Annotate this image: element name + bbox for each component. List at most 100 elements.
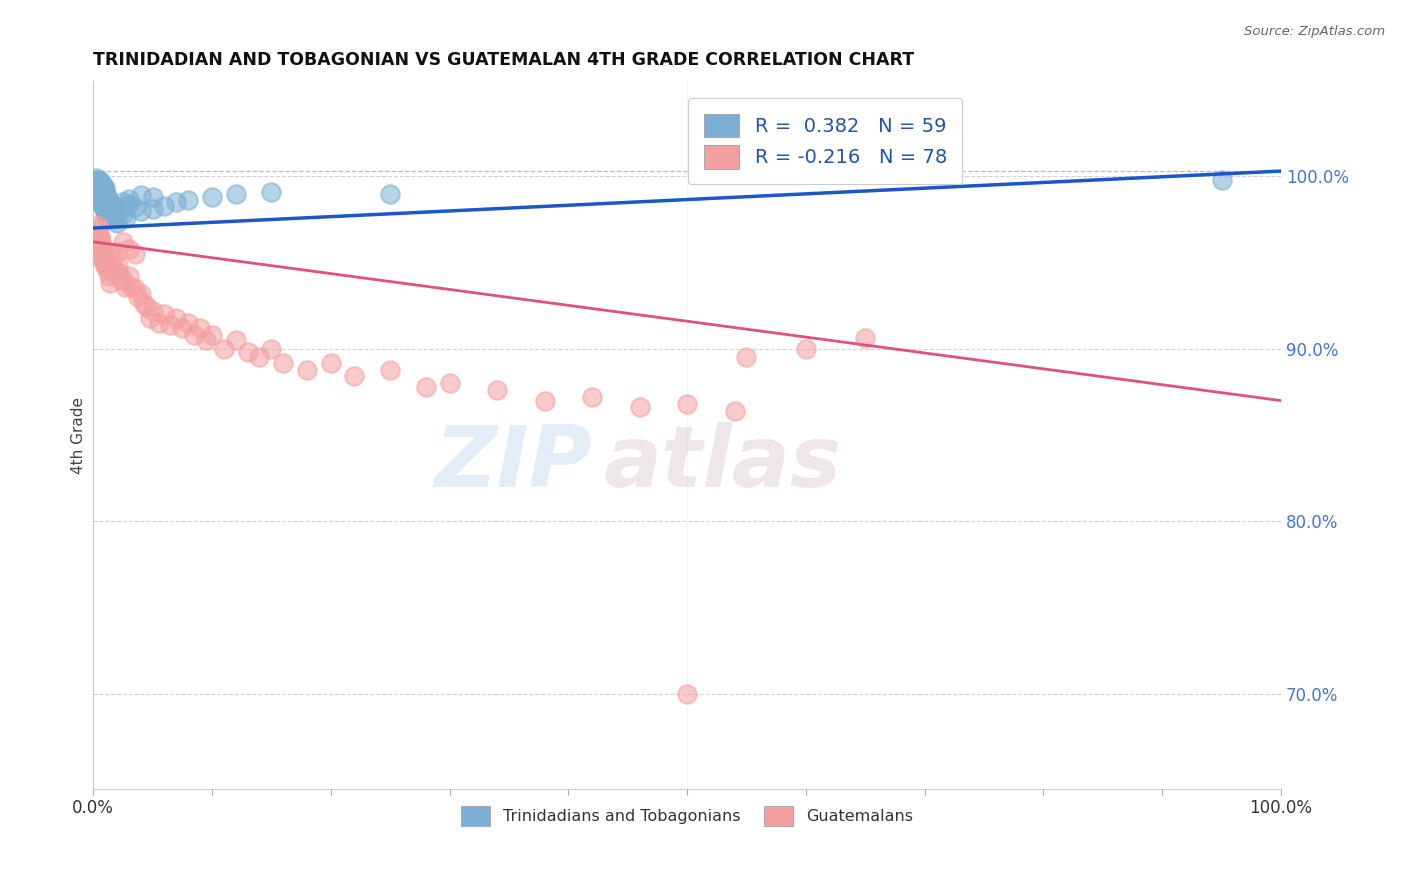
Point: [94, 252, 117, 266]
Point: [439, 376, 461, 391]
Point: [94, 203, 117, 218]
Point: [118, 242, 141, 256]
Point: [90, 197, 112, 211]
Point: [108, 266, 131, 280]
Point: [723, 404, 745, 418]
Point: [120, 279, 142, 293]
Point: [94, 185, 117, 199]
Point: [98, 277, 121, 291]
Point: [86, 242, 108, 256]
Point: [84, 183, 107, 197]
Point: [581, 390, 603, 404]
Point: [134, 297, 156, 311]
Point: [93, 202, 115, 216]
Point: [343, 369, 366, 384]
Point: [127, 290, 149, 304]
Point: [89, 221, 111, 235]
Point: [90, 235, 112, 249]
Point: [87, 190, 110, 204]
Point: [89, 194, 111, 208]
Point: [225, 186, 247, 201]
Point: [177, 316, 200, 330]
Point: [91, 178, 114, 192]
Point: [142, 190, 165, 204]
Point: [533, 393, 555, 408]
Point: [89, 192, 111, 206]
Legend: Trinidadians and Tobagonians, Guatemalans: Trinidadians and Tobagonians, Guatemalan…: [453, 798, 921, 834]
Point: [96, 190, 118, 204]
Point: [96, 207, 118, 221]
Point: [260, 185, 283, 199]
Point: [105, 216, 128, 230]
Point: [111, 195, 134, 210]
Point: [201, 328, 224, 343]
Point: [212, 342, 235, 356]
Point: [124, 281, 146, 295]
Point: [93, 179, 115, 194]
Point: [91, 198, 114, 212]
Point: [165, 310, 187, 325]
Point: [111, 235, 134, 249]
Point: [676, 397, 699, 411]
Point: [103, 266, 125, 280]
Point: [853, 331, 876, 345]
Point: [201, 190, 224, 204]
Point: [97, 194, 120, 208]
Point: [236, 345, 259, 359]
Point: [142, 303, 165, 318]
Point: [378, 186, 401, 201]
Point: [89, 174, 111, 188]
Point: [97, 269, 120, 284]
Point: [87, 225, 110, 239]
Point: [89, 242, 111, 256]
Point: [111, 207, 134, 221]
Point: [84, 174, 107, 188]
Point: [89, 176, 111, 190]
Text: atlas: atlas: [605, 422, 842, 505]
Point: [183, 328, 205, 343]
Point: [86, 186, 108, 201]
Point: [486, 383, 509, 397]
Point: [628, 401, 651, 415]
Point: [89, 238, 111, 252]
Point: [114, 279, 136, 293]
Point: [96, 262, 118, 277]
Point: [108, 203, 131, 218]
Point: [735, 351, 758, 365]
Point: [100, 245, 122, 260]
Point: [90, 179, 112, 194]
Point: [86, 218, 108, 232]
Point: [98, 197, 121, 211]
Point: [103, 259, 125, 273]
Point: [87, 176, 110, 190]
Point: [378, 362, 401, 376]
Point: [415, 380, 437, 394]
Point: [89, 172, 111, 186]
Point: [86, 174, 108, 188]
Point: [90, 242, 112, 256]
Point: [96, 209, 118, 223]
Point: [89, 229, 111, 244]
Point: [100, 212, 122, 227]
Point: [129, 188, 152, 202]
Point: [177, 194, 200, 208]
Point: [105, 245, 128, 260]
Point: [86, 178, 108, 192]
Point: [172, 321, 194, 335]
Point: [118, 197, 141, 211]
Text: TRINIDADIAN AND TOBAGONIAN VS GUATEMALAN 4TH GRADE CORRELATION CHART: TRINIDADIAN AND TOBAGONIAN VS GUATEMALAN…: [93, 51, 914, 69]
Point: [115, 211, 138, 225]
Point: [89, 231, 111, 245]
Point: [124, 200, 146, 214]
Point: [1211, 172, 1233, 186]
Point: [139, 310, 162, 325]
Point: [96, 186, 118, 201]
Point: [86, 247, 108, 261]
Point: [93, 255, 115, 269]
Point: [225, 333, 247, 347]
Point: [94, 259, 117, 273]
Point: [110, 273, 132, 287]
Point: [260, 342, 283, 356]
Point: [84, 238, 107, 252]
Y-axis label: 4th Grade: 4th Grade: [72, 397, 86, 474]
